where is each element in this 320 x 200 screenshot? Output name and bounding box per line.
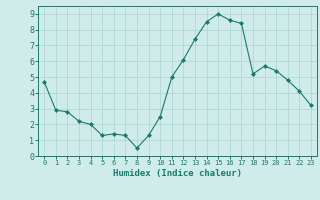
X-axis label: Humidex (Indice chaleur): Humidex (Indice chaleur) — [113, 169, 242, 178]
